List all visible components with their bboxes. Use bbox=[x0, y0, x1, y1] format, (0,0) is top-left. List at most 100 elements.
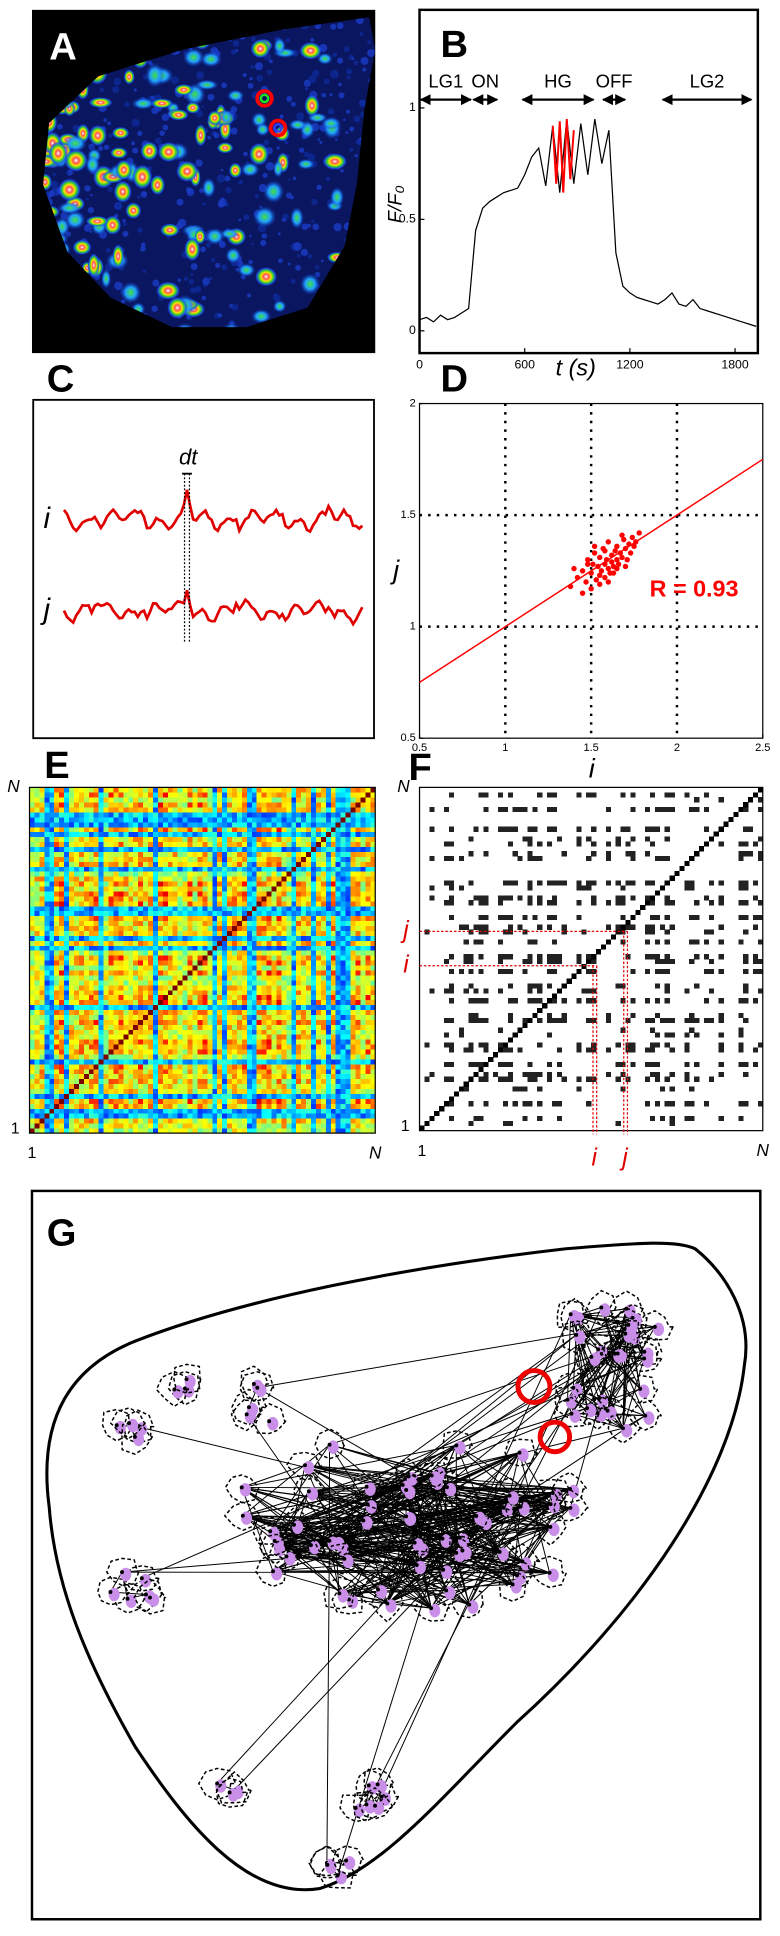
matrix-cell bbox=[183, 1084, 188, 1089]
matrix-cell bbox=[286, 1094, 291, 1099]
matrix-cell bbox=[336, 871, 341, 876]
matrix-cell bbox=[252, 911, 257, 916]
matrix-cell bbox=[351, 940, 356, 945]
matrix-cell bbox=[158, 965, 163, 970]
matrix-cell bbox=[148, 926, 153, 931]
matrix-cell bbox=[296, 1029, 301, 1034]
matrix-cell bbox=[311, 1113, 316, 1118]
matrix-cell bbox=[183, 906, 188, 911]
matrix-cell bbox=[143, 950, 148, 955]
speckle bbox=[202, 106, 205, 109]
matrix-cell bbox=[252, 926, 257, 931]
matrix-cell bbox=[168, 906, 173, 911]
matrix-cell bbox=[326, 1015, 331, 1020]
matrix-cell bbox=[118, 1020, 123, 1025]
matrix-cell bbox=[217, 881, 222, 886]
matrix-cell bbox=[188, 940, 193, 945]
matrix-cell bbox=[232, 1074, 237, 1079]
matrix-cell bbox=[54, 965, 59, 970]
matrix-cell bbox=[104, 1099, 109, 1104]
matrix-cell bbox=[44, 1118, 49, 1123]
matrix-cell bbox=[113, 1069, 118, 1074]
matrix-cell bbox=[143, 1118, 148, 1123]
matrix-cell bbox=[237, 1039, 242, 1044]
matrix-cell bbox=[336, 1054, 341, 1059]
matrix-cell bbox=[286, 1010, 291, 1015]
matrix-cell bbox=[222, 1099, 227, 1104]
x-tick-label: 1.5 bbox=[583, 742, 598, 754]
matrix-cell bbox=[227, 1103, 232, 1108]
matrix-cell bbox=[44, 950, 49, 955]
matrix-cell bbox=[311, 876, 316, 881]
matrix-cell bbox=[252, 1024, 257, 1029]
matrix-cell bbox=[79, 837, 84, 842]
matrix-cell bbox=[237, 1000, 242, 1005]
matrix-cell bbox=[286, 1000, 291, 1005]
matrix-cell bbox=[118, 940, 123, 945]
matrix-cell bbox=[163, 1049, 168, 1054]
matrix-cell bbox=[217, 985, 222, 990]
matrix-cell bbox=[321, 1099, 326, 1104]
matrix-cell bbox=[113, 1113, 118, 1118]
matrix-cell bbox=[143, 1024, 148, 1029]
matrix-cell bbox=[34, 940, 39, 945]
matrix-cell bbox=[237, 995, 242, 1000]
matrix-cell bbox=[197, 891, 202, 896]
matrix-cell bbox=[193, 1118, 198, 1123]
speckle bbox=[280, 115, 284, 119]
cell-blob bbox=[251, 39, 271, 58]
matrix-cell bbox=[355, 921, 360, 926]
matrix-cell bbox=[276, 1059, 281, 1064]
matrix-cell bbox=[336, 985, 341, 990]
matrix-cell bbox=[163, 1024, 168, 1029]
matrix-cell bbox=[217, 1044, 222, 1049]
matrix-cell bbox=[291, 842, 296, 847]
matrix-cell bbox=[34, 891, 39, 896]
matrix-cell bbox=[365, 1099, 370, 1104]
matrix-cell bbox=[276, 1044, 281, 1049]
matrix-cell bbox=[346, 1089, 351, 1094]
matrix-cell bbox=[281, 861, 286, 866]
speckle bbox=[114, 202, 122, 210]
matrix-cell bbox=[311, 1103, 316, 1108]
matrix-cell bbox=[252, 896, 257, 901]
matrix-cell bbox=[153, 1049, 158, 1054]
matrix-cell bbox=[59, 896, 64, 901]
matrix-cell bbox=[365, 955, 370, 960]
matrix-cell bbox=[99, 876, 104, 881]
matrix-cell bbox=[326, 1049, 331, 1054]
matrix-cell bbox=[355, 1079, 360, 1084]
matrix-cell bbox=[84, 847, 89, 852]
matrix-cell bbox=[143, 940, 148, 945]
matrix-cell bbox=[163, 891, 168, 896]
matrix-cell bbox=[163, 852, 168, 857]
matrix-cell bbox=[30, 837, 35, 842]
matrix-cell bbox=[276, 1010, 281, 1015]
matrix-cell bbox=[30, 1039, 35, 1044]
matrix-cell bbox=[138, 960, 143, 965]
matrix-cell bbox=[79, 1010, 84, 1015]
matrix-cell bbox=[360, 980, 365, 985]
matrix-cell bbox=[34, 936, 39, 941]
matrix-cell bbox=[331, 1079, 336, 1084]
matrix-cell bbox=[148, 975, 153, 980]
matrix-cell bbox=[355, 965, 360, 970]
speckle bbox=[184, 277, 188, 281]
matrix-cell bbox=[59, 1020, 64, 1025]
matrix-cell bbox=[207, 1074, 212, 1079]
matrix-cell bbox=[128, 960, 133, 965]
matrix-cell bbox=[30, 861, 35, 866]
matrix-cell bbox=[193, 847, 198, 852]
matrix-cell bbox=[193, 926, 198, 931]
matrix-cell bbox=[59, 1039, 64, 1044]
matrix-cell bbox=[64, 1059, 69, 1064]
matrix-cell bbox=[272, 837, 277, 842]
matrix-cell bbox=[281, 896, 286, 901]
matrix-cell bbox=[296, 901, 301, 906]
matrix-cell bbox=[99, 1020, 104, 1025]
matrix-cell bbox=[193, 975, 198, 980]
matrix-cell bbox=[79, 871, 84, 876]
matrix-cell bbox=[286, 995, 291, 1000]
matrix-cell bbox=[217, 1108, 222, 1113]
matrix-cell bbox=[49, 911, 54, 916]
